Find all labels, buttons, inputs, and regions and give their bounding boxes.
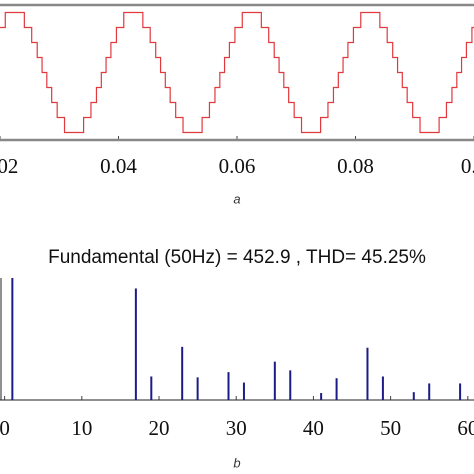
x-tick-label: 0.06 (219, 154, 256, 178)
x-tick-label: 50 (380, 416, 401, 440)
x-tick-label: 0.04 (100, 154, 137, 178)
caption: a (233, 191, 240, 206)
bar (227, 372, 230, 400)
waveform (0, 11, 474, 134)
plot-area (11, 278, 462, 401)
x-tick-label: 0.02 (0, 154, 18, 178)
bar (320, 393, 323, 400)
x-tick-label: 0.08 (337, 154, 374, 178)
bar (459, 383, 462, 400)
bar (134, 288, 137, 400)
bar (412, 392, 415, 400)
chart-title: Fundamental (50Hz) = 452.9 , THD= 45.25% (48, 247, 426, 268)
x-tick-label: 10 (71, 416, 92, 440)
bar (181, 346, 184, 400)
bar (11, 278, 14, 401)
bar (381, 376, 384, 400)
x-tick-label: 60 (457, 416, 474, 440)
bar (150, 376, 153, 400)
x-tick-label: 0.1 (461, 154, 474, 178)
bar (273, 361, 276, 400)
x-tick-label: 40 (303, 416, 324, 440)
caption: b (233, 455, 240, 470)
bar (335, 378, 338, 400)
bar (289, 370, 292, 400)
bar (196, 377, 199, 400)
x-tick-label: 20 (149, 416, 170, 440)
x-tick-label: 0 (0, 416, 10, 440)
x-tick-label: 30 (226, 416, 247, 440)
plot-area (0, 11, 474, 134)
bar (428, 383, 431, 400)
bar (366, 347, 369, 400)
bar (242, 382, 245, 400)
